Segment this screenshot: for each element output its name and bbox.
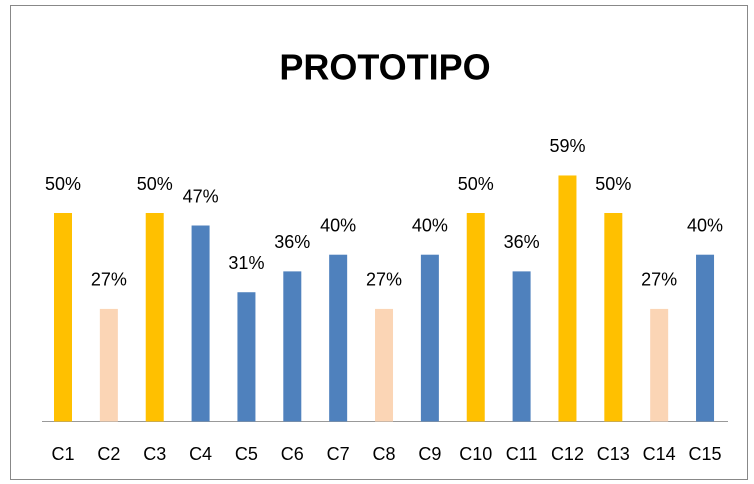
x-tick-label: C8 [373,444,396,464]
bar [145,213,164,422]
chart-title: PROTOTIPO [279,47,490,88]
x-tick-label: C6 [281,444,304,464]
bar [558,175,577,422]
x-tick-label: C2 [97,444,120,464]
bar [329,254,348,422]
data-label: 36% [504,232,540,252]
bar [375,308,394,422]
bar [512,271,531,422]
data-label: 27% [91,270,127,290]
bar [99,308,118,422]
bar [650,308,669,422]
x-tick-label: C12 [551,444,584,464]
x-tick-label: C11 [506,444,538,464]
bar [191,225,210,422]
data-label: 47% [183,186,219,206]
data-label: 50% [595,174,631,194]
data-label: 50% [137,174,173,194]
data-label: 27% [366,270,402,290]
data-label: 40% [320,215,356,235]
data-label: 40% [412,215,448,235]
data-label: 36% [274,232,310,252]
bar [696,254,715,422]
x-tick-label: C15 [689,444,722,464]
data-label: 31% [228,253,264,273]
data-label: 40% [687,215,723,235]
bar [466,213,485,422]
bar [420,254,439,422]
data-label: 50% [45,174,81,194]
bar [604,213,623,422]
x-tick-label: C5 [235,444,258,464]
data-label: 50% [458,174,494,194]
x-tick-label: C7 [327,444,350,464]
x-tick-label: C3 [143,444,166,464]
x-tick-label: C14 [643,444,676,464]
x-tick-label: C13 [597,444,630,464]
x-tick-label: C4 [189,444,212,464]
bar [54,213,72,422]
x-tick-label: C9 [418,444,441,464]
data-label: 27% [641,270,677,290]
data-label: 59% [549,136,585,156]
x-tick-label: C10 [459,444,492,464]
bar [237,292,256,422]
bar [283,271,302,422]
x-tick-label: C1 [51,444,74,464]
